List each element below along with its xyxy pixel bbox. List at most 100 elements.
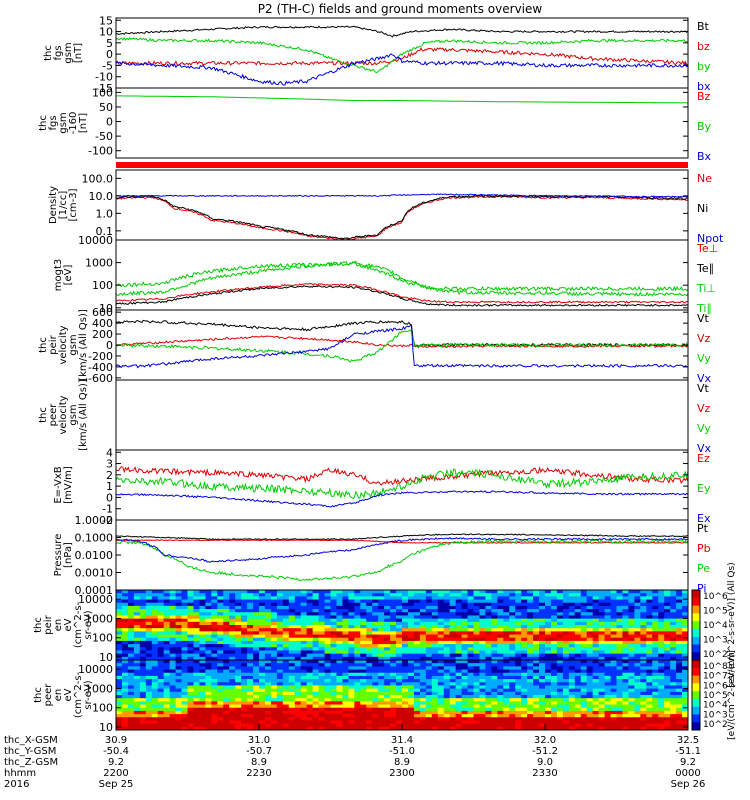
spectrogram-cell	[539, 663, 546, 667]
spectrogram-cell	[592, 605, 600, 610]
spectrogram-cell	[485, 618, 492, 623]
spectrogram-cell	[300, 669, 308, 674]
spectrogram-cell	[366, 704, 373, 709]
spectrogram-cell	[616, 723, 623, 728]
spectrogram-cell	[586, 612, 594, 616]
spectrogram-cell	[175, 695, 183, 699]
y-tick-label: 100.0	[82, 172, 114, 185]
spectrogram-cell	[604, 618, 612, 623]
spectrogram-cell	[419, 599, 427, 604]
spectrogram-cell	[127, 723, 135, 728]
spectrogram-cell	[270, 714, 278, 718]
spectrogram-cell	[592, 644, 600, 648]
spectrogram-cell	[574, 596, 582, 601]
spectrogram-cell	[556, 698, 564, 702]
spectrogram-cell	[449, 650, 457, 655]
x-tick-label: 9.2	[680, 757, 696, 768]
spectrogram-cell	[616, 605, 623, 610]
spectrogram-cell	[610, 672, 617, 677]
spectrogram-cell	[205, 691, 212, 696]
spectrogram-cell	[509, 717, 516, 721]
spectrogram-cell	[527, 634, 534, 639]
spectrogram-cell	[497, 701, 504, 706]
spectrogram-cell	[127, 612, 135, 616]
spectrogram-cell	[264, 714, 272, 718]
spectrogram-cell	[211, 682, 218, 686]
spectrogram-cell	[139, 609, 147, 613]
spectrogram-cell	[193, 669, 200, 674]
spectrogram-cell	[658, 669, 665, 674]
spectrogram-cell	[187, 663, 194, 667]
spectrogram-cell	[318, 685, 326, 690]
spectrogram-cell	[610, 714, 617, 718]
spectrogram-cell	[127, 625, 135, 629]
legend-ex: Ex	[697, 512, 711, 525]
spectrogram-cell	[300, 634, 308, 639]
spectrogram-cell	[306, 663, 314, 667]
spectrogram-cell	[241, 650, 248, 655]
spectrogram-cell	[622, 644, 629, 648]
spectrogram-cell	[253, 688, 260, 693]
spectrogram-cell	[443, 653, 451, 658]
spectrogram-cell	[253, 640, 260, 645]
spectrogram-cell	[413, 609, 421, 613]
spectrogram-cell	[396, 698, 403, 702]
spectrogram-cell	[235, 634, 242, 639]
spectrogram-cell	[622, 685, 629, 690]
spectrogram-cell	[253, 647, 260, 651]
spectrogram-cell	[336, 612, 343, 616]
spectrogram-cell	[443, 707, 451, 712]
spectrogram-cell	[127, 675, 135, 680]
spectrogram-cell	[163, 609, 171, 613]
spectrogram-cell	[145, 596, 153, 601]
spectrogram-cell	[145, 621, 153, 626]
spectrogram-cell	[175, 666, 183, 671]
spectrogram-cell	[628, 726, 635, 731]
spectrogram-cell	[247, 631, 254, 636]
spectrogram-cell	[139, 688, 147, 693]
legend-bx: bx	[697, 80, 711, 93]
spectrogram-cell	[568, 621, 576, 626]
spectrogram-cell	[539, 605, 546, 610]
spectrogram-cell	[127, 672, 135, 677]
spectrogram-cell	[616, 647, 623, 651]
spectrogram-cell	[640, 682, 647, 686]
spectrogram-cell	[360, 723, 367, 728]
spectrogram-cell	[580, 682, 588, 686]
spectrogram-cell	[556, 628, 564, 632]
spectrogram-cell	[670, 679, 677, 683]
spectrogram-cell	[127, 726, 135, 731]
spectrogram-cell	[217, 634, 224, 639]
spectrogram-cell	[116, 695, 123, 699]
spectrogram-cell	[181, 615, 188, 620]
spectrogram-cell	[312, 714, 320, 718]
spectrogram-cell	[235, 628, 242, 632]
spectrogram-cell	[354, 675, 361, 680]
spectrogram-cell	[354, 602, 361, 607]
y-tick-label: 10000	[78, 234, 113, 247]
spectrogram-cell	[670, 685, 677, 690]
spectrogram-cell	[545, 609, 552, 613]
spectrogram-cell	[407, 698, 415, 702]
spectrogram-cell	[503, 634, 510, 639]
spectrogram-cell	[199, 704, 206, 709]
spectrogram-cell	[562, 653, 570, 658]
spectrogram-cell	[211, 726, 218, 731]
spectrogram-cell	[187, 660, 194, 664]
spectrogram-cell	[259, 593, 266, 597]
spectrogram-cell	[235, 707, 242, 712]
y-tick-label: 200	[92, 328, 113, 341]
spectrogram-cell	[467, 701, 474, 706]
spectrogram-cell	[187, 634, 194, 639]
spectrogram-cell	[241, 596, 248, 601]
spectrogram-cell	[634, 656, 641, 661]
spectrogram-cell	[676, 704, 683, 709]
spectrogram-cell	[539, 644, 546, 648]
spectrogram-cell	[181, 688, 188, 693]
spectrogram-cell	[259, 599, 266, 604]
spectrogram-cell	[485, 602, 492, 607]
spectrogram-cell	[568, 625, 576, 629]
spectrogram-cell	[312, 663, 320, 667]
spectrogram-cell	[217, 618, 224, 623]
spectrogram-cell	[562, 672, 570, 677]
